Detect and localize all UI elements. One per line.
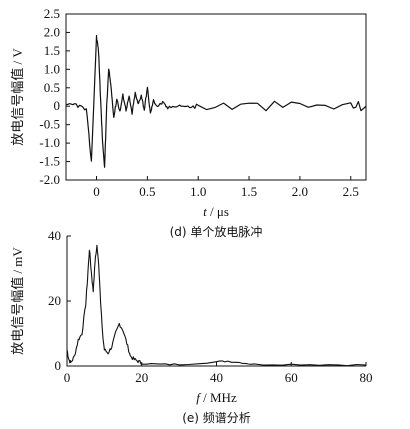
d-x-tick-label: 1.0 (190, 184, 206, 199)
panel-e-x-axis-label-unit: / MHz (200, 390, 237, 405)
panel-d-x-axis-label-unit: / μs (207, 204, 229, 219)
d-x-tick-label: 1.5 (241, 184, 257, 199)
panel-e-x-axis-label-var: f (196, 390, 202, 405)
d-y-tick-label: -1.5 (39, 154, 60, 169)
panel-d-x-axis-label: t / μs (203, 204, 229, 219)
panel-e-series-line (66, 244, 367, 367)
d-x-tick-label: 0 (93, 184, 100, 199)
d-y-tick-label: -2.0 (39, 172, 60, 187)
e-y-tick-label: 0 (55, 358, 62, 373)
d-y-tick-label: 2.5 (44, 6, 60, 21)
panel-d-y-axis-label: 放电信号幅值 / V (10, 48, 25, 146)
panel-d-chart: 放电信号幅值 / V -2.0 -1.5 -1.0 -0.5 0 0.5 1.0 1.5 2.0… (10, 6, 367, 239)
panel-e-y-ticks: 0 20 40 (48, 228, 71, 373)
panel-e-x-ticks: 0 20 40 60 80 (64, 362, 373, 385)
d-x-tick-label: 2.5 (343, 184, 359, 199)
d-y-tick-label: -0.5 (39, 117, 60, 132)
d-y-tick-label: -1.0 (39, 135, 60, 150)
e-y-tick-label: 20 (48, 293, 61, 308)
panel-d-y-ticks: -2.0 -1.5 -1.0 -0.5 0 0.5 1.0 1.5 2.0 2.5 (39, 6, 70, 187)
e-x-tick-label: 40 (210, 370, 223, 385)
d-y-tick-label: 0 (54, 98, 61, 113)
d-y-tick-label: 0.5 (44, 80, 60, 95)
panel-e-chart: 放电信号幅值 / mV 0 20 40 0 20 40 60 80 f / MHz (e) … (10, 228, 373, 425)
panel-d-x-ticks: 0 0.5 1.0 1.5 2.0 2.5 (93, 176, 359, 199)
e-x-tick-label: 20 (135, 370, 148, 385)
panel-d-axes (65, 13, 367, 181)
e-x-tick-label: 60 (285, 370, 298, 385)
panel-d-x-axis-label-var: t (203, 204, 207, 219)
panel-e-caption: (e) 频谱分析 (182, 411, 251, 425)
panel-d-caption: (d) 单个放电脉冲 (170, 224, 263, 239)
d-y-tick-label: 2.0 (44, 24, 60, 39)
d-y-tick-label: 1.5 (44, 43, 60, 58)
panel-e-y-axis-label: 放电信号幅值 / mV (10, 247, 25, 355)
e-x-tick-label: 0 (64, 370, 71, 385)
d-y-tick-label: 1.0 (44, 61, 60, 76)
panel-e-x-axis-label: f / MHz (196, 390, 237, 405)
d-x-tick-label: 0.5 (139, 184, 155, 199)
e-x-tick-label: 80 (360, 370, 373, 385)
panel-d-series-line (65, 35, 367, 168)
e-y-tick-label: 40 (48, 228, 61, 243)
d-x-tick-label: 2.0 (292, 184, 308, 199)
panel-e-axes (66, 236, 366, 367)
